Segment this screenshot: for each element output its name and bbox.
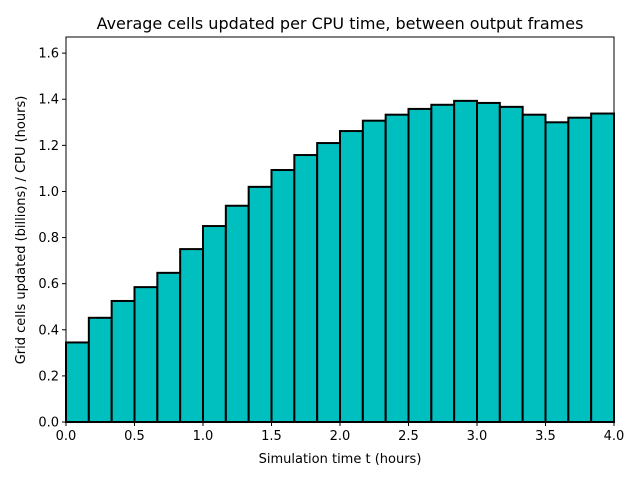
bar-5 xyxy=(179,248,204,423)
bar-11 xyxy=(316,142,342,423)
y-tick-label: 1.4 xyxy=(38,93,59,108)
x-tick-label: 4.0 xyxy=(604,429,625,444)
y-tick-label: 0.8 xyxy=(38,231,59,246)
bar-4 xyxy=(156,271,182,423)
bar-19 xyxy=(498,105,524,423)
y-tick-label: 1.2 xyxy=(38,139,59,154)
x-tick-label: 2.0 xyxy=(330,429,351,444)
bar-15 xyxy=(407,107,433,424)
bar-7 xyxy=(224,204,250,423)
bar-8 xyxy=(247,185,273,423)
bar-17 xyxy=(453,99,479,423)
y-tick-label: 1.6 xyxy=(38,47,59,62)
bar-22 xyxy=(567,116,593,423)
y-tick-label: 0.2 xyxy=(38,369,59,384)
x-tick-label: 0.5 xyxy=(124,429,145,444)
bar-6 xyxy=(202,225,227,423)
bar-16 xyxy=(430,103,456,423)
y-axis-label: Grid cells updated (billions) / CPU (hou… xyxy=(14,96,29,365)
x-tick-label: 0.0 xyxy=(56,429,77,444)
bar-20 xyxy=(521,113,547,423)
plot-frame xyxy=(65,36,615,423)
x-tick-label: 1.0 xyxy=(193,429,214,444)
x-tick-label: 1.5 xyxy=(261,429,282,444)
bar-0 xyxy=(65,341,90,424)
y-axis-ticks: 0.0 0.2 0.4 0.6 0.8 1.0 1.2 1.4 1.6 xyxy=(38,47,66,431)
bar-18 xyxy=(476,101,501,423)
bar-21 xyxy=(544,121,570,423)
y-tick-label: 0.4 xyxy=(38,323,59,338)
y-tick-label: 1.0 xyxy=(38,185,59,200)
bar-10 xyxy=(293,154,319,424)
bar-12 xyxy=(339,130,364,423)
bar-23 xyxy=(590,112,616,424)
bar-13 xyxy=(361,119,387,423)
y-tick-label: 0.0 xyxy=(38,416,59,431)
x-tick-label: 3.5 xyxy=(535,429,556,444)
bar-2 xyxy=(110,299,136,424)
y-tick-label: 0.6 xyxy=(38,277,59,292)
x-axis-ticks: 0.0 0.5 1.0 1.5 2.0 2.5 3.0 3.5 4.0 xyxy=(56,422,625,444)
bar-14 xyxy=(384,113,410,423)
bar-1 xyxy=(87,316,113,424)
bars-group xyxy=(65,99,616,424)
bar-9 xyxy=(270,169,296,423)
x-tick-label: 2.5 xyxy=(398,429,419,444)
chart-title: Average cells updated per CPU time, betw… xyxy=(97,14,584,33)
bar-3 xyxy=(133,286,159,423)
x-axis-label: Simulation time t (hours) xyxy=(259,452,422,467)
x-tick-label: 3.0 xyxy=(467,429,488,444)
